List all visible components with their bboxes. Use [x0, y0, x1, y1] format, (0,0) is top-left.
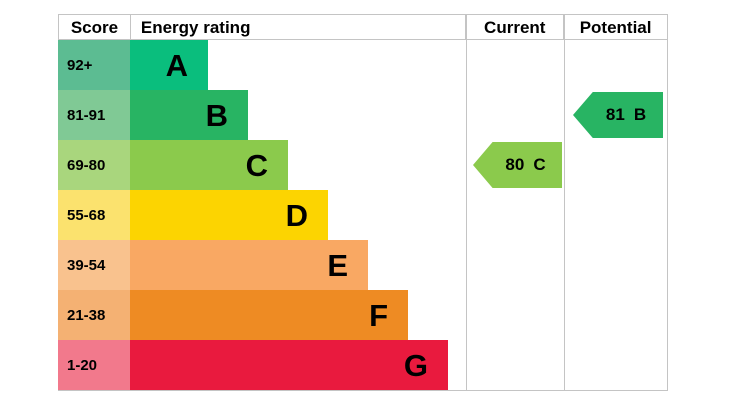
- score-range-e: 39-54: [58, 240, 130, 290]
- band-row-b: 81-91 B: [58, 90, 668, 140]
- header-energy-rating: Energy rating: [131, 15, 467, 39]
- band-row-c: 69-80 C: [58, 140, 668, 190]
- header-score: Score: [59, 15, 131, 39]
- score-range-a: 92+: [58, 40, 130, 90]
- rating-bar-d: D: [130, 190, 328, 240]
- table-right-border: [667, 14, 668, 390]
- current-rating-value: 80: [505, 155, 525, 174]
- score-range-f: 21-38: [58, 290, 130, 340]
- score-range-c: 69-80: [58, 140, 130, 190]
- potential-rating-band: B: [633, 105, 647, 124]
- table-header-row: Score Energy rating Current Potential: [58, 14, 668, 40]
- band-row-e: 39-54 E: [58, 240, 668, 290]
- current-rating-arrow: 80 C: [473, 142, 562, 188]
- current-column-divider: [466, 14, 467, 390]
- header-potential: Potential: [564, 15, 668, 39]
- rating-bar-g: G: [130, 340, 448, 390]
- rating-bar-e: E: [130, 240, 368, 290]
- band-row-g: 1-20 G: [58, 340, 668, 390]
- score-range-g: 1-20: [58, 340, 130, 390]
- score-range-b: 81-91: [58, 90, 130, 140]
- potential-column-divider: [564, 14, 565, 390]
- rating-bar-a: A: [130, 40, 208, 90]
- potential-rating-arrow: 81 B: [573, 92, 663, 138]
- rating-bar-f: F: [130, 290, 408, 340]
- current-rating-band: C: [533, 155, 546, 174]
- score-range-d: 55-68: [58, 190, 130, 240]
- rating-bar-b: B: [130, 90, 248, 140]
- epc-table: Score Energy rating Current Potential 92…: [58, 14, 668, 391]
- band-row-a: 92+ A: [58, 40, 668, 90]
- potential-rating-value: 81: [605, 105, 625, 124]
- band-row-f: 21-38 F: [58, 290, 668, 340]
- header-current: Current: [466, 15, 565, 39]
- band-row-d: 55-68 D: [58, 190, 668, 240]
- rating-bar-c: C: [130, 140, 288, 190]
